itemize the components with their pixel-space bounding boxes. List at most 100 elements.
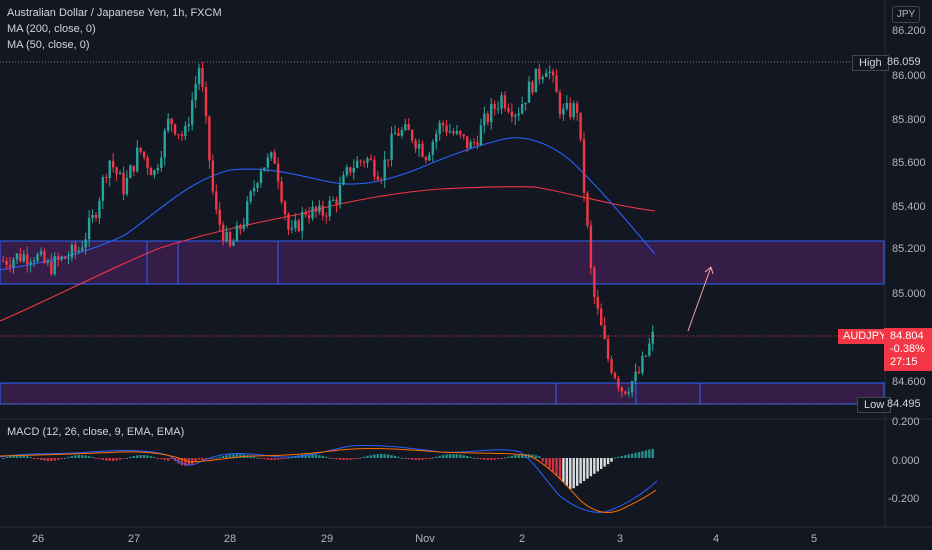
candle[interactable] — [98, 200, 101, 218]
candle[interactable] — [160, 157, 163, 168]
candle[interactable] — [266, 157, 270, 168]
candle[interactable] — [582, 139, 586, 193]
candle[interactable] — [194, 84, 197, 101]
candle[interactable] — [249, 191, 252, 202]
candle[interactable] — [421, 143, 424, 157]
candle[interactable] — [2, 260, 5, 262]
price-axis[interactable]: 86.200 86.000 85.800 85.600 85.400 85.20… — [892, 25, 926, 388]
candle[interactable] — [600, 308, 603, 326]
candle[interactable] — [22, 254, 26, 262]
candle[interactable] — [201, 67, 204, 87]
candle[interactable] — [462, 134, 465, 137]
candle[interactable] — [318, 205, 321, 212]
candle[interactable] — [12, 259, 15, 268]
candle[interactable] — [345, 167, 349, 176]
candle[interactable] — [624, 391, 627, 394]
candle[interactable] — [246, 201, 249, 225]
candle[interactable] — [407, 124, 410, 131]
candle[interactable] — [486, 113, 489, 123]
ma50-legend[interactable]: MA (50, close, 0) — [7, 39, 90, 51]
candle[interactable] — [180, 134, 184, 137]
candle[interactable] — [146, 157, 149, 168]
candle[interactable] — [565, 103, 569, 109]
candle[interactable] — [338, 184, 342, 205]
candle[interactable] — [273, 152, 276, 164]
candle[interactable] — [459, 130, 462, 135]
candle[interactable] — [105, 177, 108, 179]
candle[interactable] — [644, 355, 648, 357]
candle[interactable] — [153, 170, 156, 176]
candle[interactable] — [252, 188, 256, 192]
candle[interactable] — [115, 167, 118, 175]
candle[interactable] — [43, 251, 46, 263]
candle[interactable] — [493, 103, 496, 109]
candle[interactable] — [32, 260, 36, 263]
candle[interactable] — [517, 113, 520, 116]
candle[interactable] — [63, 256, 67, 259]
candle[interactable] — [548, 71, 551, 74]
candle[interactable] — [627, 392, 630, 394]
candle[interactable] — [603, 325, 606, 339]
ma200-line[interactable] — [0, 186, 656, 322]
candle[interactable] — [551, 71, 555, 76]
candle[interactable] — [410, 130, 414, 141]
candle[interactable] — [221, 224, 225, 242]
candle[interactable] — [166, 118, 170, 131]
candle[interactable] — [469, 142, 472, 149]
candle[interactable] — [283, 201, 287, 215]
demand-zone[interactable] — [0, 382, 885, 405]
candle[interactable] — [366, 158, 369, 163]
candle[interactable] — [263, 167, 266, 172]
macd-axis[interactable]: 0.200 0.000 -0.200 — [888, 416, 920, 505]
candle[interactable] — [589, 225, 593, 268]
candle[interactable] — [331, 199, 335, 201]
candle[interactable] — [187, 124, 190, 126]
candle[interactable] — [60, 256, 63, 260]
candle[interactable] — [321, 205, 325, 216]
candle[interactable] — [431, 141, 435, 155]
candle[interactable] — [514, 115, 517, 117]
candle[interactable] — [325, 215, 328, 217]
candle[interactable] — [301, 211, 304, 231]
candle[interactable] — [77, 250, 81, 252]
candle[interactable] — [596, 296, 599, 309]
candle[interactable] — [531, 81, 534, 93]
candle[interactable] — [610, 358, 613, 373]
candle[interactable] — [397, 133, 400, 136]
candle[interactable] — [50, 261, 53, 274]
candle[interactable] — [235, 225, 239, 242]
candle[interactable] — [156, 167, 160, 171]
candle[interactable] — [67, 257, 70, 259]
candle[interactable] — [242, 224, 245, 230]
candle[interactable] — [507, 108, 510, 112]
macd-signal-line[interactable] — [0, 448, 657, 514]
candle[interactable] — [637, 371, 641, 374]
candle[interactable] — [472, 142, 476, 144]
candle[interactable] — [132, 165, 135, 172]
candle[interactable] — [191, 100, 194, 125]
candle[interactable] — [524, 102, 527, 105]
ma200-legend[interactable]: MA (200, close, 0) — [7, 23, 96, 35]
candle[interactable] — [634, 371, 637, 382]
candle[interactable] — [314, 206, 318, 212]
supply-zone[interactable] — [0, 240, 885, 285]
candle[interactable] — [239, 225, 242, 230]
candle[interactable] — [404, 124, 407, 131]
candle[interactable] — [225, 231, 228, 242]
candle[interactable] — [641, 356, 644, 374]
candle[interactable] — [617, 378, 620, 388]
candle[interactable] — [335, 199, 338, 205]
candle[interactable] — [538, 68, 541, 80]
candle[interactable] — [290, 228, 294, 230]
candle[interactable] — [304, 211, 307, 215]
candle[interactable] — [36, 254, 39, 261]
candle[interactable] — [613, 372, 617, 379]
candle[interactable] — [342, 175, 345, 185]
candle[interactable] — [414, 140, 417, 149]
candle[interactable] — [19, 253, 22, 262]
macd-legend[interactable]: MACD (12, 26, close, 9, EMA, EMA) — [7, 426, 185, 438]
candle[interactable] — [362, 161, 366, 163]
candle[interactable] — [8, 264, 12, 268]
candle[interactable] — [163, 130, 166, 158]
